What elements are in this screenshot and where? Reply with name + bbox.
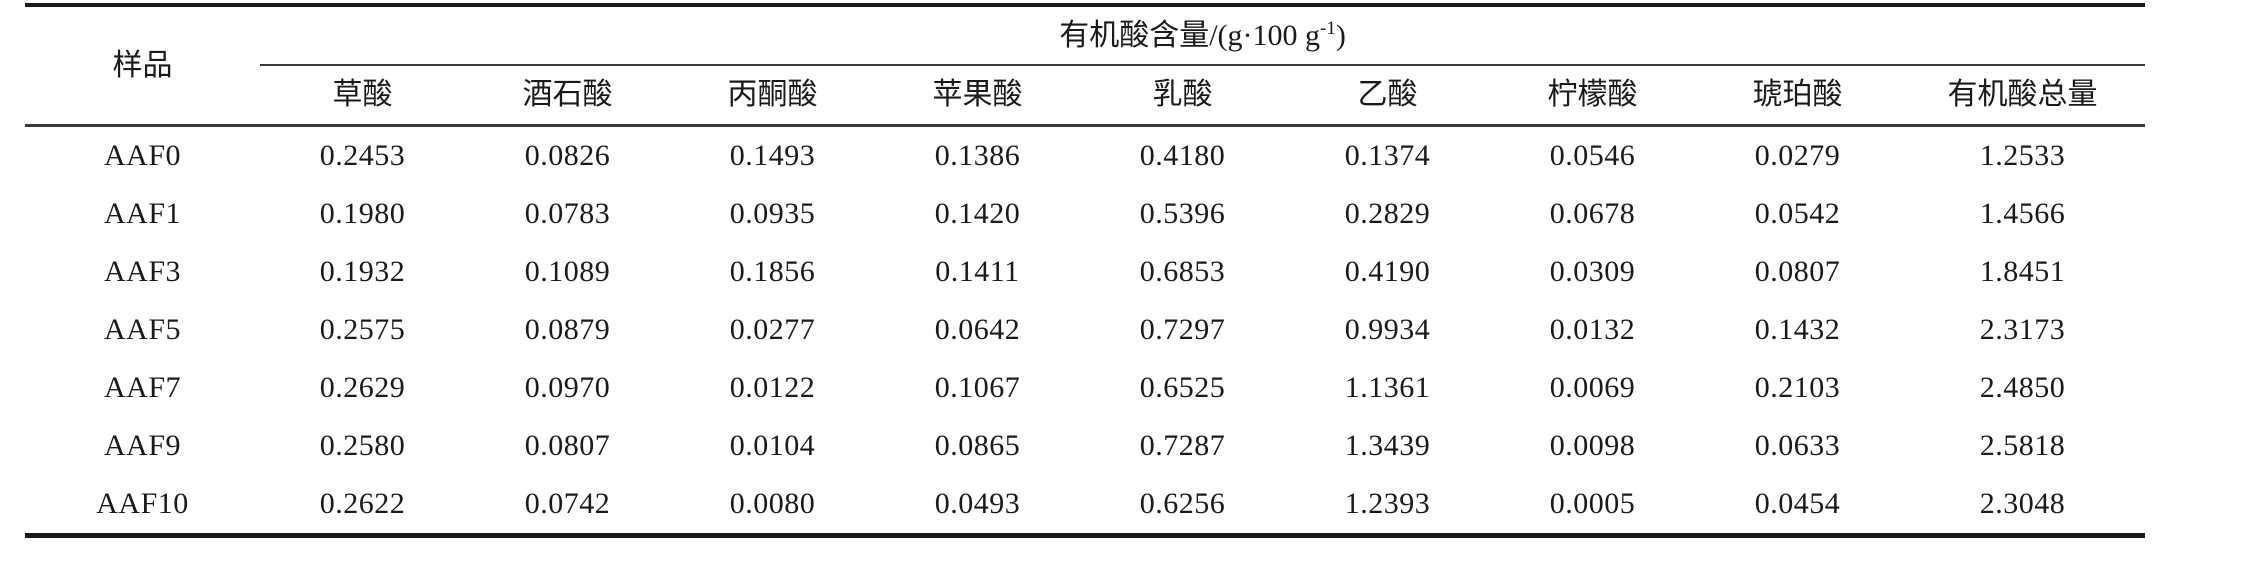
value-cell: 2.4850 (1979, 371, 2066, 404)
sample-name-cell: AAF5 (103, 313, 181, 346)
value-cell: 0.2622 (319, 487, 406, 520)
value-cell: 0.0678 (1549, 197, 1636, 230)
value-cell: 0.1856 (729, 255, 816, 288)
value-cell: 0.0080 (729, 487, 816, 520)
value-cell: 0.0546 (1549, 139, 1636, 172)
value-cell: 0.2103 (1754, 371, 1841, 404)
acid-column-header: 琥珀酸 (1695, 65, 1900, 127)
value-cell: 0.1374 (1344, 139, 1431, 172)
sample-name-cell: AAF7 (103, 371, 181, 404)
value-cell: 0.1932 (319, 255, 406, 288)
value-cell: 0.1420 (934, 197, 1021, 230)
table-body: AAF0 0.2453 0.0826 0.1493 0.1386 0.4180 0.137… (25, 126, 2145, 536)
value-cell: 1.2393 (1344, 487, 1431, 520)
value-cell: 0.1493 (729, 139, 816, 172)
value-cell: 0.0807 (1754, 255, 1841, 288)
value-cell: 2.5818 (1979, 429, 2066, 462)
acid-column-header: 酒石酸 (465, 65, 670, 127)
value-cell: 0.0542 (1754, 197, 1841, 230)
table-row: AAF10 0.2622 0.0742 0.0080 0.0493 0.6256 1.23… (25, 475, 2145, 536)
value-cell: 0.1067 (934, 371, 1021, 404)
acid-column-header: 有机酸总量 (1900, 65, 2146, 127)
sample-name-cell: AAF10 (96, 487, 189, 520)
value-cell: 0.6256 (1139, 487, 1226, 520)
value-cell: 0.0807 (524, 429, 611, 462)
value-cell: 0.0826 (524, 139, 611, 172)
value-cell: 0.2575 (319, 313, 406, 346)
value-cell: 1.2533 (1979, 139, 2066, 172)
value-cell: 0.1980 (319, 197, 406, 230)
value-cell: 0.0935 (729, 197, 816, 230)
value-cell: 0.6853 (1139, 255, 1226, 288)
header-row-acids: 草酸 酒石酸 丙酮酸 苹果酸 乳酸 乙酸 柠檬酸 琥珀酸 有机酸总量 (25, 65, 2146, 127)
spanner-header: 有机酸含量/(g·100 g-1) (260, 5, 2146, 66)
value-cell: 2.3048 (1979, 487, 2066, 520)
table-row: AAF0 0.2453 0.0826 0.1493 0.1386 0.4180 0.137… (25, 126, 2145, 186)
value-cell: 0.0642 (934, 313, 1021, 346)
value-cell: 1.8451 (1979, 255, 2066, 288)
value-cell: 0.1386 (934, 139, 1021, 172)
value-cell: 2.3173 (1979, 313, 2066, 346)
table-row: AAF5 0.2575 0.0879 0.0277 0.0642 0.7297 0.993… (25, 301, 2145, 359)
value-cell: 0.2580 (319, 429, 406, 462)
spanner-superscript: -1 (1320, 17, 1336, 39)
value-cell: 0.0633 (1754, 429, 1841, 462)
value-cell: 0.0309 (1549, 255, 1636, 288)
value-cell: 0.4190 (1344, 255, 1431, 288)
acid-column-header: 草酸 (260, 65, 465, 127)
value-cell: 0.7287 (1139, 429, 1226, 462)
value-cell: 0.0279 (1754, 139, 1841, 172)
acid-column-header: 乳酸 (1080, 65, 1285, 127)
value-cell: 1.4566 (1979, 197, 2066, 230)
value-cell: 1.1361 (1344, 371, 1431, 404)
value-cell: 0.0454 (1754, 487, 1841, 520)
sample-name-cell: AAF1 (103, 197, 181, 230)
value-cell: 0.0493 (934, 487, 1021, 520)
value-cell: 0.0970 (524, 371, 611, 404)
organic-acid-table: 样品 有机酸含量/(g·100 g-1) 草酸 酒石酸 丙酮酸 苹果酸 乳酸 乙酸 柠檬酸琥… (25, 3, 2146, 538)
value-cell: 0.2829 (1344, 197, 1431, 230)
table-row: AAF1 0.1980 0.0783 0.0935 0.1420 0.5396 0.282… (25, 185, 2145, 243)
value-cell: 0.0005 (1549, 487, 1636, 520)
value-cell: 0.1432 (1754, 313, 1841, 346)
value-cell: 0.0104 (729, 429, 816, 462)
value-cell: 0.2629 (319, 371, 406, 404)
sample-name-cell: AAF0 (103, 139, 181, 172)
value-cell: 0.2453 (319, 139, 406, 172)
value-cell: 0.0122 (729, 371, 816, 404)
acid-column-header: 丙酮酸 (670, 65, 875, 127)
acid-column-header: 乙酸 (1285, 65, 1490, 127)
table-row: AAF7 0.2629 0.0970 0.0122 0.1067 0.6525 1.136… (25, 359, 2145, 417)
table-row: AAF3 0.1932 0.1089 0.1856 0.1411 0.6853 0.419… (25, 243, 2145, 301)
value-cell: 0.0277 (729, 313, 816, 346)
spanner-suffix-text: ) (1335, 18, 1346, 52)
acid-column-header: 柠檬酸 (1490, 65, 1695, 127)
value-cell: 0.4180 (1139, 139, 1226, 172)
value-cell: 0.0783 (524, 197, 611, 230)
value-cell: 0.0879 (524, 313, 611, 346)
value-cell: 0.5396 (1139, 197, 1226, 230)
value-cell: 0.0098 (1549, 429, 1636, 462)
value-cell: 0.0069 (1549, 371, 1636, 404)
sample-name-cell: AAF3 (103, 255, 181, 288)
value-cell: 0.0742 (524, 487, 611, 520)
value-cell: 0.1411 (935, 255, 1020, 288)
spanner-prefix-text: 有机酸含量/(g·100 g (1059, 18, 1321, 52)
value-cell: 1.3439 (1344, 429, 1431, 462)
value-cell: 0.0132 (1549, 313, 1636, 346)
value-cell: 0.1089 (524, 255, 611, 288)
header-row-spanner: 样品 有机酸含量/(g·100 g-1) (25, 5, 2146, 127)
table-row: AAF9 0.2580 0.0807 0.0104 0.0865 0.7287 1.343… (25, 417, 2145, 475)
value-cell: 0.9934 (1344, 313, 1431, 346)
acid-column-header: 苹果酸 (875, 65, 1080, 127)
value-cell: 0.6525 (1139, 371, 1226, 404)
sample-name-cell: AAF9 (103, 429, 181, 462)
value-cell: 0.7297 (1139, 313, 1226, 346)
sample-column-header: 样品 (25, 5, 260, 127)
value-cell: 0.0865 (934, 429, 1021, 462)
